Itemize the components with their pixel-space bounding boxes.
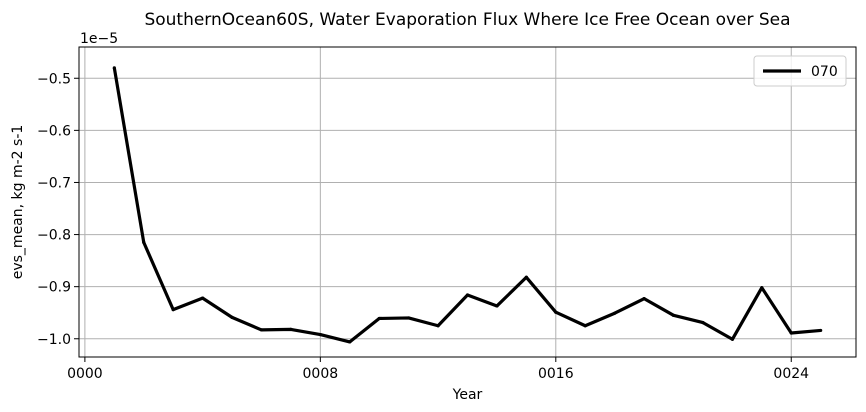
y-axis-label: evs_mean, kg m-2 s-1 [10,125,26,280]
data-point [613,311,617,315]
data-point [377,316,381,321]
legend-label: 070 [811,64,838,80]
y-tick-label: −0.7 [37,175,71,191]
data-point [465,293,470,297]
y-tick-label: −0.8 [37,228,71,244]
data-point [289,327,293,331]
data-point [259,328,264,332]
x-axis-label: Year [452,387,483,403]
y-tick-label: −0.5 [37,71,71,87]
axis-ticks: 0000 0008 0016 0024 −1.0 −0.9 −0.8 −0.7 −0.6 −0.5 [37,71,809,382]
data-point [112,66,116,70]
data-point [642,297,646,301]
series-line-070 [112,67,821,344]
y-tick-label: −0.6 [37,123,71,139]
data-point [407,316,411,320]
data-point [230,315,234,320]
data-point [730,337,734,341]
grid [79,47,856,357]
data-point [436,324,440,328]
y-tick-label: −0.9 [37,280,71,296]
data-point [819,328,823,333]
data-point [671,313,676,317]
y-offset-label: 1e−5 [80,31,118,47]
series-lines [112,66,823,344]
chart-title: SouthernOcean60S, Water Evaporation Flux… [144,10,790,30]
x-tick-label: 0008 [303,366,339,382]
x-tick-label: 0000 [67,366,103,382]
data-point [201,296,205,300]
x-tick-label: 0016 [538,366,574,382]
data-point [171,307,175,312]
legend: 070 [753,55,847,87]
data-point [348,340,352,344]
data-point [524,275,528,279]
data-point [495,304,499,308]
data-point [583,324,587,328]
data-point [789,331,793,335]
data-point [760,286,764,290]
y-tick-label: −1.0 [37,332,71,348]
x-tick-label: 0024 [773,366,809,382]
data-point [554,310,558,314]
plot-frame [78,46,857,358]
data-point [318,332,322,337]
data-point [142,240,146,244]
data-point [701,321,705,325]
